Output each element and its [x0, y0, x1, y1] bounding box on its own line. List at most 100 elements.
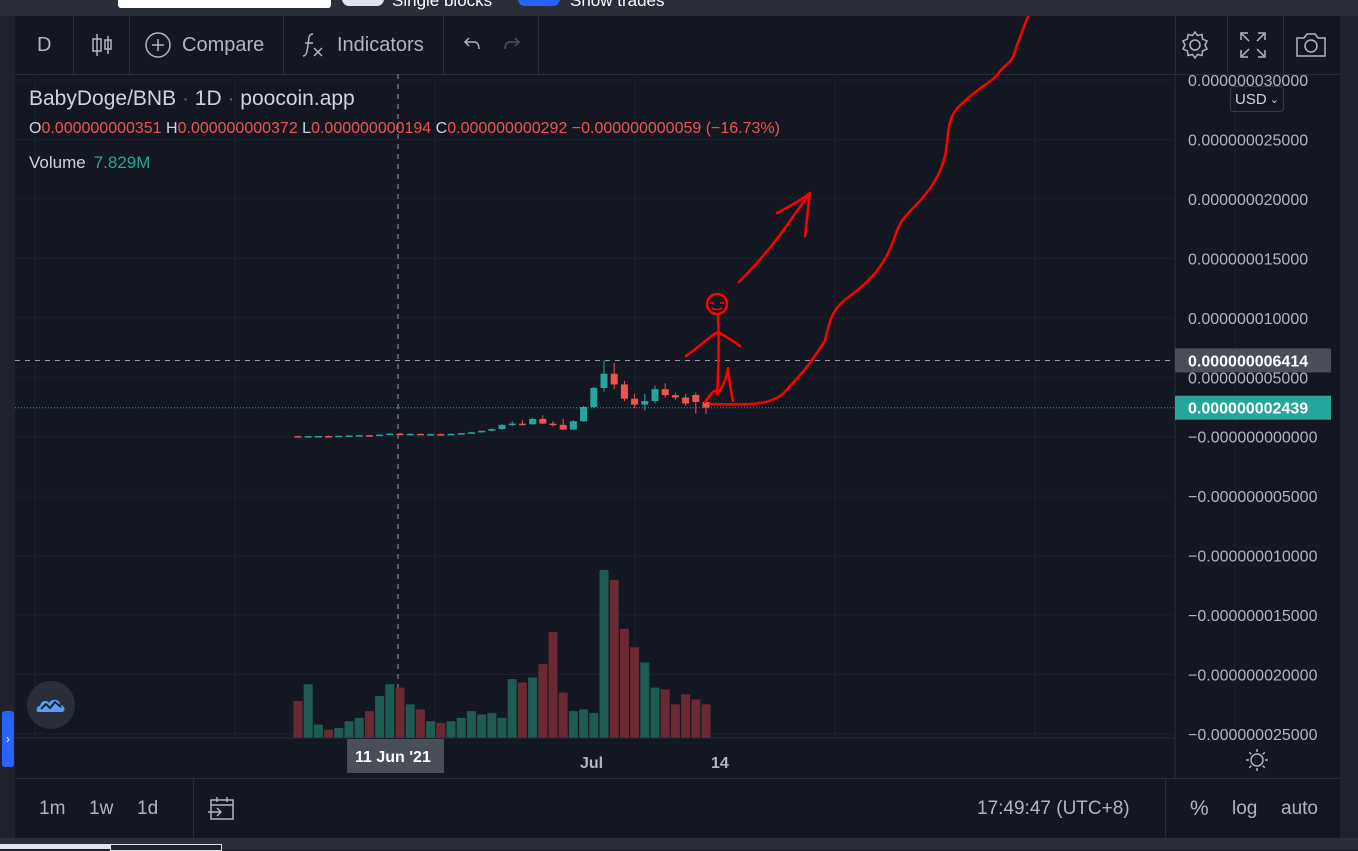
candle-body: [549, 423, 557, 426]
screenshot-button[interactable]: [1294, 16, 1328, 74]
chart-frame: D Compare: [15, 16, 1340, 839]
volume-bar: [446, 721, 456, 738]
volume-bar: [538, 664, 548, 738]
single-blocks-toggle[interactable]: [342, 0, 384, 6]
volume-bar: [630, 647, 640, 738]
bottom-toolbar: 1m 1w 1d 17:49:47 (UTC+8) % log auto: [15, 778, 1340, 839]
time-axis-label: Jul: [580, 755, 603, 772]
function-fx-icon: [302, 33, 323, 57]
show-trades-toggle[interactable]: [518, 0, 560, 6]
volume-bar: [405, 704, 415, 738]
candle-body: [447, 433, 455, 436]
low-value: 0.000000000194: [311, 120, 432, 137]
candle-body: [478, 430, 486, 433]
candle-body: [304, 436, 312, 438]
candle-body: [651, 389, 659, 402]
last-price-badge: [1175, 395, 1331, 420]
volume-bar: [548, 632, 558, 738]
volume-bar: [395, 687, 405, 738]
annotation-face: [710, 302, 724, 311]
annotation-stroke: [737, 192, 812, 284]
candle-body: [314, 436, 322, 438]
volume-label: Volume: [29, 153, 86, 172]
candle-body: [406, 433, 414, 436]
annotation-stroke: [708, 16, 1030, 406]
crosshair-price-badge: [1175, 348, 1331, 373]
ohlc-values: O0.000000000351 H0.000000000372 L0.00000…: [29, 120, 780, 138]
percent-scale-toggle[interactable]: %: [1190, 797, 1209, 820]
search-box[interactable]: [118, 0, 331, 8]
settings-button[interactable]: [1179, 16, 1211, 74]
open-value: 0.000000000351: [41, 120, 162, 137]
candle-body: [294, 436, 302, 438]
price-axis-label: 0.000000030000: [1188, 73, 1308, 90]
volume-bar: [681, 694, 691, 738]
range-1w[interactable]: 1w: [89, 798, 114, 819]
volume-bar: [303, 684, 313, 738]
range-1d[interactable]: 1d: [137, 798, 159, 819]
clock-timezone[interactable]: 17:49:47 (UTC+8): [977, 798, 1130, 819]
price-chart[interactable]: 0.000000030000 0.000000025000 0.0000000200…: [15, 16, 1340, 838]
tradingview-logo[interactable]: [27, 681, 75, 729]
candlestick-icon: [92, 34, 112, 56]
calendar-arrow-icon: [208, 797, 234, 820]
volume-bar: [660, 689, 670, 738]
high-value: 0.000000000372: [177, 120, 298, 137]
volume-bar: [293, 701, 303, 738]
volume-bar: [426, 721, 436, 738]
chevron-down-icon: ⌄: [1269, 93, 1279, 106]
redo-button[interactable]: [501, 16, 525, 74]
candle-body: [641, 401, 649, 405]
candle-body: [355, 435, 363, 437]
volume-bar: [334, 727, 344, 738]
price-axis-label: 0.000000015000: [1188, 251, 1308, 268]
redo-icon: [504, 37, 521, 50]
price-axis-label: −0.000000010000: [1188, 549, 1318, 566]
legend-interval: 1D: [194, 87, 222, 110]
candle-body: [457, 433, 465, 435]
price-axis-label: 0.000000005000: [1188, 370, 1308, 387]
brightness-icon[interactable]: [1246, 749, 1268, 771]
plus-circle-icon: [145, 32, 171, 58]
candle-body: [498, 424, 506, 429]
time-axis-label: 14: [711, 755, 729, 772]
symbol-name[interactable]: BabyDoge/BNB: [29, 87, 177, 110]
go-to-date-button[interactable]: [207, 779, 237, 839]
candle-body: [325, 436, 333, 438]
price-axis-label: 0.000000020000: [1188, 192, 1308, 209]
volume-bar: [487, 712, 497, 738]
compare-label: Compare: [182, 33, 265, 56]
candle-body: [335, 435, 343, 438]
undo-button[interactable]: [459, 16, 483, 74]
volume-bar: [436, 722, 446, 738]
compare-button[interactable]: Compare: [144, 16, 264, 74]
interval-button[interactable]: D: [37, 33, 52, 56]
candle-body: [365, 435, 373, 437]
candle-body: [692, 394, 700, 403]
annotation-stroke: [715, 312, 720, 396]
show-trades-label: Show trades: [570, 0, 665, 10]
candle-body: [345, 435, 353, 438]
auto-scale-toggle[interactable]: auto: [1281, 798, 1318, 819]
crosshair-time-label: 11 Jun '21: [355, 749, 431, 766]
currency-select[interactable]: USD ⌄: [1230, 86, 1284, 112]
log-scale-toggle[interactable]: log: [1232, 798, 1258, 819]
candle-body: [671, 395, 679, 398]
expand-panel-tab[interactable]: ›: [2, 711, 14, 767]
left-gutter: ›: [0, 16, 15, 838]
candle-body: [376, 434, 384, 437]
volume-bar: [589, 712, 599, 738]
volume-bar: [415, 709, 425, 738]
fullscreen-button[interactable]: [1238, 16, 1268, 74]
volume-bar: [599, 570, 609, 738]
price-axis-label: −0.000000000000: [1188, 430, 1318, 447]
indicators-button[interactable]: Indicators: [301, 16, 424, 74]
close-label: C: [435, 120, 448, 137]
price-axis-label: −0.000000020000: [1188, 668, 1318, 685]
candles-style-button[interactable]: [89, 16, 115, 74]
indicators-label: Indicators: [337, 33, 424, 56]
hand-drawn-annotation: [684, 16, 1030, 406]
volume-bar: [477, 714, 487, 738]
range-1m[interactable]: 1m: [39, 798, 66, 819]
low-label: L: [302, 120, 312, 137]
